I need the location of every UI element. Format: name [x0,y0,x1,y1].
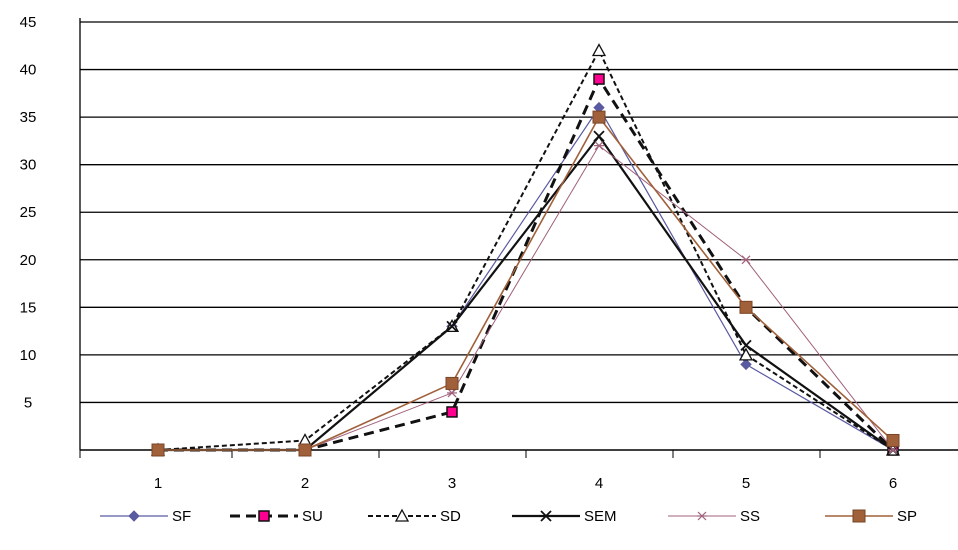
data-point-sd [591,43,607,57]
legend-label-su: SU [302,508,323,525]
x-tick-label: 3 [448,475,456,492]
legend-marker-sem [540,510,552,522]
data-point-su [446,406,458,418]
y-tick-label: 20 [20,252,37,269]
legend-label-sp: SP [897,508,917,525]
legend-marker-sp [852,509,866,523]
legend-item-su: SU [230,508,323,525]
x-tick-label: 2 [301,475,309,492]
legend: SF SU SD SEM SS SP [100,508,917,525]
legend-marker-sf [128,510,140,522]
legend-item-sd: SD [368,508,461,525]
series-line-ss [158,145,894,451]
series-line-sf [158,106,894,451]
x-marker-stroke [540,510,552,522]
x-tick-label: 5 [742,475,750,492]
y-tick-label: 15 [20,299,37,316]
legend-label-sf: SF [172,508,191,525]
legend-item-sf: SF [100,508,191,525]
x-marker-stroke [593,130,605,142]
data-point-sem [593,130,605,142]
y-tick-label: 5 [24,394,32,411]
data-point-sem [740,339,752,352]
y-tick-label: 40 [20,62,37,79]
data-point-sd [738,347,754,361]
y-tick-label: 25 [20,204,37,221]
y-tick-label: 30 [20,157,37,174]
x-tick-label: 1 [154,475,162,492]
data-point-ss [741,255,751,265]
legend-marker-su [258,510,270,522]
y-tick-label: 10 [20,347,37,364]
star-marker-stroke [697,511,707,521]
data-point-sp [151,443,165,457]
legend-label-ss: SS [740,508,760,525]
data-point-su [593,73,605,85]
x-tick-label: 4 [595,475,603,492]
data-point-ss [447,388,457,398]
data-point-sp [445,376,459,390]
x-tick-label: 6 [889,475,897,492]
series-line-su [158,77,895,452]
data-point-ss [888,445,898,455]
data-point-sf [740,358,752,371]
x-marker-stroke [740,339,752,352]
legend-item-sem: SEM [512,508,617,525]
data-point-sem [446,320,458,332]
data-point-sp [298,443,312,457]
x-marker-stroke [446,320,458,332]
data-point-ss [594,141,604,151]
legend-marker-ss [697,511,707,521]
series-line-sd [157,49,894,451]
series-lines [150,43,901,457]
star-marker-stroke [447,388,457,398]
y-tick-label: 35 [20,109,37,126]
star-marker-stroke [594,141,604,151]
star-marker-stroke [741,255,751,265]
data-point-sp [739,300,753,314]
star-marker-stroke [888,445,898,455]
gridlines [80,21,958,404]
data-point-sp [886,433,900,447]
y-tick-label: 45 [20,14,37,31]
legend-label-sem: SEM [584,508,617,525]
data-point-sp [592,110,606,124]
legend-item-ss: SS [668,508,760,525]
legend-label-sd: SD [440,508,461,525]
series-line-sp [158,116,894,451]
legend-item-sp: SP [825,508,917,525]
legend-marker-sd [394,508,410,522]
